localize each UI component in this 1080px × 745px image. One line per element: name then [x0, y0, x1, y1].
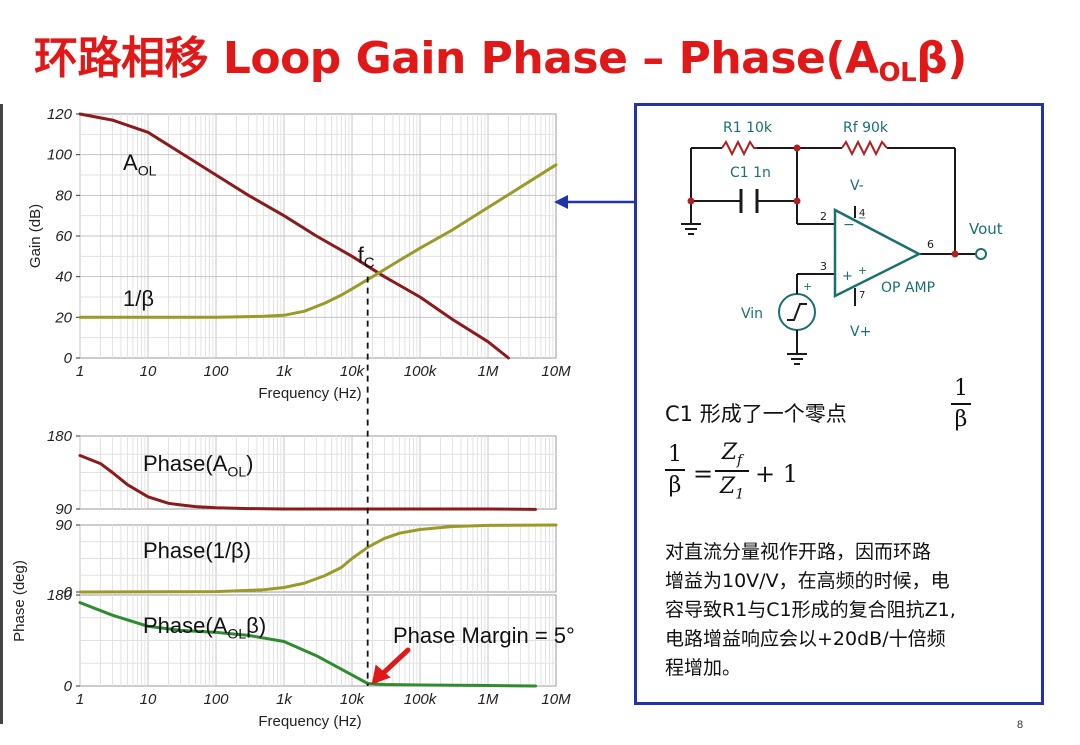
formula-plus-one: + 1 — [755, 460, 799, 488]
explanation-panel: − + − + + R1 10k Rf 90k C1 1n V- V+ Vout… — [634, 103, 1044, 705]
x-axis-label: Frequency (Hz) — [258, 713, 361, 730]
y-axis-label: Gain (dB) — [27, 204, 44, 268]
x-tick-label: 10k — [340, 363, 366, 380]
pin3-label: 3 — [820, 260, 827, 273]
x-tick-label: 1k — [276, 363, 293, 380]
x-tick-label: 10M — [541, 363, 571, 380]
series-line-phase-loop-0 — [78, 601, 537, 688]
chart-phase-aol: 90 180 — [47, 428, 557, 518]
vplus-label: V+ — [850, 324, 871, 340]
page-title: 环路相移 Loop Gain Phase – Phase(AOLβ) — [34, 33, 967, 88]
y-tick-label: 100 — [47, 147, 73, 164]
y-tick-label: 90 — [55, 517, 72, 534]
rf-label: Rf 90k — [843, 120, 889, 136]
y-tick-label: 90 — [55, 501, 72, 518]
formula-zf-over-z1: Zf Z1 — [715, 440, 749, 503]
y-tick-label: 0 — [64, 584, 73, 601]
y-tick-label: 20 — [54, 309, 72, 326]
phase-margin-arrow-head — [371, 664, 391, 685]
x-tick-label: 100 — [203, 363, 229, 380]
pin4-label: 4 — [859, 208, 865, 219]
x-tick-label: 1 — [76, 363, 84, 380]
x-tick-label: 10k — [340, 691, 366, 708]
y-tick-label: 180 — [47, 428, 73, 445]
x-tick-label: 10M — [541, 691, 571, 708]
series-label-phase-loop: Phase(AOLβ) — [143, 613, 266, 642]
chart-phase-beta: 0 90 — [55, 517, 558, 601]
phase-margin-arrow — [379, 647, 411, 677]
x-tick-label: 1M — [478, 363, 499, 380]
y-tick-label: 120 — [47, 106, 73, 123]
zero-statement: C1 形成了一个零点 — [665, 402, 847, 426]
r1-label: R1 10k — [723, 120, 773, 136]
svg-text:+: + — [858, 264, 867, 277]
formula-equals: = — [693, 460, 714, 488]
description: 对直流分量视作开路，因而环路 增益为10V/V，在高频的时候，电 容导致R1与C… — [665, 541, 956, 679]
fc-label: fC — [358, 243, 375, 272]
x-tick-label: 100k — [404, 363, 438, 380]
x-tick-label: 100 — [203, 691, 229, 708]
c1-label: C1 1n — [730, 165, 771, 181]
x-axis-label: Frequency (Hz) — [258, 385, 361, 402]
page-number: 8 — [1017, 719, 1024, 731]
series-label-beta: 1/β — [123, 286, 154, 311]
series-line-phase-aol-0 — [78, 454, 537, 511]
x-tick-label: 10 — [140, 691, 157, 708]
vin-label: Vin — [741, 306, 763, 322]
y-tick-label: 180 — [47, 587, 73, 604]
circuit-schematic: − + − + + R1 10k Rf 90k C1 1n V- V+ Vout… — [681, 120, 1003, 365]
y-axis-label: Phase (deg) — [11, 560, 28, 642]
x-tick-label: 100k — [404, 691, 438, 708]
link-arrow — [554, 195, 634, 209]
series-line-phase-beta-0 — [78, 523, 558, 594]
r1-resistor — [721, 139, 757, 157]
svg-text:+: + — [803, 280, 812, 293]
left-border — [0, 104, 3, 724]
svg-text:+: + — [842, 269, 853, 284]
opamp-label: OP AMP — [881, 280, 935, 296]
svg-text:−: − — [858, 213, 866, 224]
y-tick-label: 60 — [55, 228, 72, 245]
x-tick-label: 1k — [276, 691, 293, 708]
y-tick-label: 0 — [64, 678, 73, 695]
phase-margin-label: Phase Margin = 5° — [393, 623, 575, 648]
pin2-label: 2 — [820, 210, 827, 223]
x-tick-label: 1M — [478, 691, 499, 708]
svg-text:−: − — [843, 217, 855, 233]
voltage-source-icon: + — [778, 274, 816, 354]
c1-capacitor — [739, 189, 759, 213]
pin6-label: 6 — [927, 238, 934, 251]
y-tick-label: 80 — [55, 187, 72, 204]
x-tick-label: 1 — [76, 691, 84, 708]
pin7-label: 7 — [859, 290, 865, 301]
series-label-phase-aol: Phase(AOL) — [143, 451, 254, 480]
y-tick-label: 40 — [55, 269, 72, 286]
series-label-phase-beta: Phase(1/β) — [143, 538, 251, 563]
series-label-aol: AOL — [123, 150, 157, 179]
ground-icon — [681, 223, 701, 235]
rf-resistor — [841, 139, 888, 157]
vminus-label: V- — [850, 178, 864, 194]
op-amp-icon — [833, 207, 922, 299]
series-line-gain-1 — [78, 163, 558, 319]
vout-label: Vout — [969, 220, 1003, 238]
ground-icon — [787, 353, 807, 365]
series-line-gain-0 — [78, 112, 510, 360]
x-tick-label: 10 — [140, 363, 157, 380]
y-tick-label: 0 — [64, 350, 73, 367]
